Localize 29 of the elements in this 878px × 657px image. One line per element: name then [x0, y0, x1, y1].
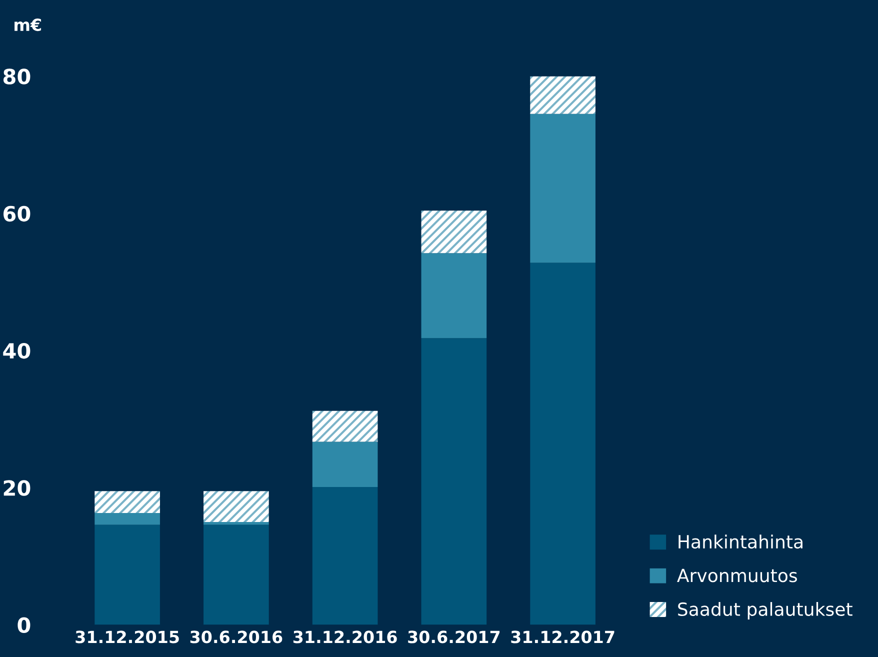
legend-label: Saadut palautukset [678, 602, 852, 620]
x-tick-label: 30.6.2017 [408, 630, 500, 644]
bar [204, 524, 269, 625]
bar [312, 410, 378, 442]
bar [530, 114, 596, 263]
bar [421, 338, 487, 625]
bar [421, 210, 487, 254]
y-tick-label: 60 [4, 206, 30, 222]
legend-label: Hankintahinta [678, 534, 802, 549]
bar [312, 442, 378, 487]
bar [94, 513, 160, 525]
bar [94, 491, 160, 514]
legend-label: Arvonmuutos [677, 568, 797, 582]
x-tick-label: 30.6.2016 [190, 630, 282, 644]
bar [204, 522, 269, 525]
x-tick-label: 31.12.2017 [511, 630, 614, 644]
bar [530, 262, 596, 625]
x-tick-label: 31.12.2016 [293, 630, 397, 644]
y-tick-label: 80 [3, 68, 30, 84]
y-tick-label: 0 [18, 617, 30, 634]
bar [421, 253, 487, 338]
bar [312, 486, 378, 625]
y-tick-label: 40 [3, 342, 30, 359]
x-tick-label: 31.12.2015 [76, 630, 179, 644]
bar [94, 524, 160, 625]
bar [204, 491, 269, 522]
bar [530, 76, 596, 114]
y-tick-label: 20 [4, 480, 30, 496]
y-axis-title: m€ [14, 18, 42, 32]
